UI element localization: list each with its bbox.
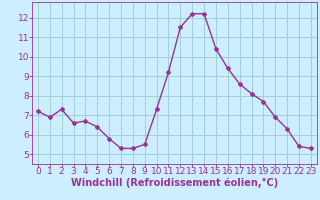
X-axis label: Windchill (Refroidissement éolien,°C): Windchill (Refroidissement éolien,°C) (71, 177, 278, 188)
